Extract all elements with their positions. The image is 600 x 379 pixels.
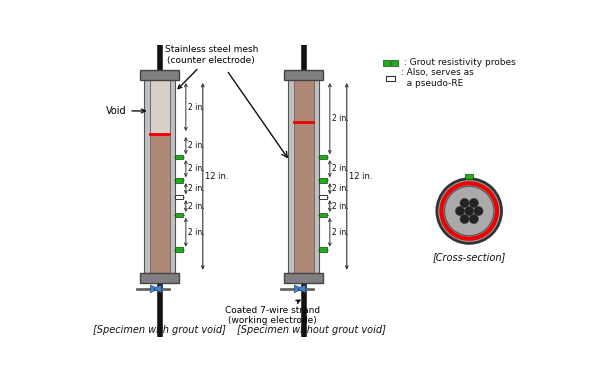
Text: Stainless steel mesh
(counter electrode): Stainless steel mesh (counter electrode) bbox=[164, 45, 258, 89]
Text: 2 in.: 2 in. bbox=[188, 228, 205, 237]
Bar bbox=[175, 195, 183, 199]
Circle shape bbox=[445, 186, 494, 236]
Polygon shape bbox=[298, 285, 305, 293]
Bar bbox=[386, 75, 395, 81]
Circle shape bbox=[437, 179, 502, 243]
Text: Void: Void bbox=[106, 106, 145, 116]
Bar bbox=[149, 80, 170, 134]
Bar bbox=[284, 273, 323, 283]
Text: [Specimen with grout void]: [Specimen with grout void] bbox=[93, 326, 226, 335]
Text: 2 in.: 2 in. bbox=[332, 184, 349, 193]
Bar bbox=[175, 247, 183, 252]
Bar bbox=[175, 213, 183, 217]
Circle shape bbox=[464, 207, 474, 216]
Circle shape bbox=[474, 207, 483, 216]
Text: 2 in.: 2 in. bbox=[188, 103, 205, 111]
Text: 2 in.: 2 in. bbox=[188, 184, 205, 193]
Bar bbox=[319, 178, 327, 183]
Circle shape bbox=[460, 215, 469, 224]
Bar bbox=[319, 247, 327, 252]
Bar bbox=[319, 155, 327, 160]
Text: Coated 7-wire strand
(working electrode): Coated 7-wire strand (working electrode) bbox=[225, 300, 320, 325]
Bar bbox=[140, 273, 179, 283]
Text: 12 in.: 12 in. bbox=[205, 172, 229, 181]
Bar bbox=[175, 155, 183, 160]
Bar bbox=[140, 70, 179, 80]
Text: 2 in.: 2 in. bbox=[332, 228, 349, 237]
Text: : Also, serves as
   a pseudo-RE: : Also, serves as a pseudo-RE bbox=[398, 68, 473, 88]
Bar bbox=[466, 174, 473, 180]
Text: 2 in.: 2 in. bbox=[332, 164, 349, 173]
Polygon shape bbox=[154, 285, 161, 293]
Bar bbox=[144, 80, 175, 273]
Bar bbox=[319, 213, 327, 217]
Bar bbox=[149, 80, 170, 273]
Text: 12 in.: 12 in. bbox=[349, 172, 373, 181]
Polygon shape bbox=[151, 285, 158, 293]
Text: 2 in.: 2 in. bbox=[332, 114, 349, 123]
Bar bbox=[293, 80, 314, 273]
Text: [Specimen without grout void]: [Specimen without grout void] bbox=[237, 326, 386, 335]
Text: 2 in.: 2 in. bbox=[188, 141, 205, 150]
Polygon shape bbox=[295, 285, 302, 293]
Bar bbox=[383, 60, 390, 66]
Text: 2 in.: 2 in. bbox=[188, 164, 205, 173]
Circle shape bbox=[469, 199, 478, 208]
Text: : Grout resistivity probes: : Grout resistivity probes bbox=[401, 58, 515, 67]
Bar bbox=[175, 178, 183, 183]
Circle shape bbox=[455, 207, 464, 216]
Text: [Cross-section]: [Cross-section] bbox=[433, 252, 506, 262]
Bar bbox=[288, 80, 319, 273]
Bar bbox=[284, 70, 323, 80]
Text: 2 in.: 2 in. bbox=[332, 202, 349, 210]
Circle shape bbox=[460, 199, 469, 208]
Circle shape bbox=[469, 215, 478, 224]
Bar bbox=[319, 195, 327, 199]
Bar bbox=[391, 60, 398, 66]
Text: 2 in.: 2 in. bbox=[188, 202, 205, 210]
